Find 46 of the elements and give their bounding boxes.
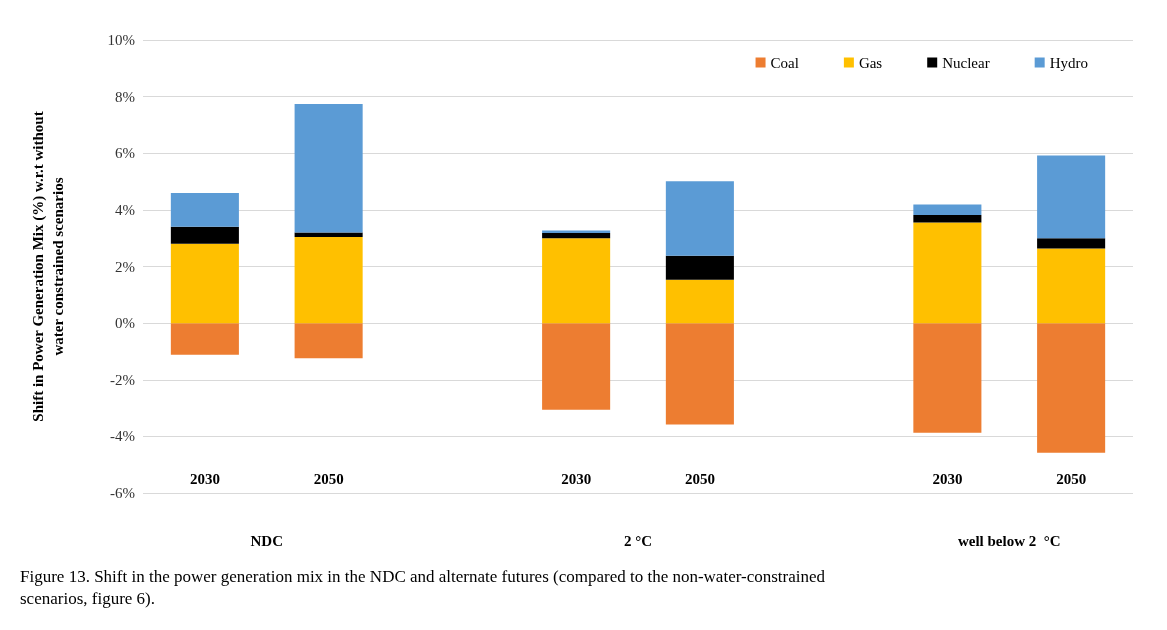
bar — [1037, 155, 1106, 239]
bar — [294, 323, 363, 359]
bar — [170, 323, 239, 355]
bar — [913, 204, 982, 215]
y-tick-label: -2% — [110, 371, 135, 388]
x-tick-label: 2050 — [684, 470, 715, 487]
x-tick-label: 2030 — [561, 470, 592, 487]
text: NDC — [250, 532, 283, 549]
x-tick-label: 2050 — [313, 470, 344, 487]
bar — [294, 103, 363, 233]
bar — [665, 181, 734, 256]
bar — [665, 255, 734, 280]
caption: Figure 13. Shift in the power generation mix in the NDC and alternate futures (compared to the non-water-constrained scenarios, figure 6). — [20, 566, 826, 608]
y-axis-title: Shift in Power Generation Mix (%) w.r.t without water constrained scenarios — [30, 111, 66, 422]
x-tick-label: 2030 — [189, 470, 220, 487]
bar — [542, 238, 611, 324]
y-tick-label: 10% — [107, 32, 135, 48]
bar — [1037, 248, 1106, 324]
bar — [170, 243, 239, 324]
bar — [913, 222, 982, 324]
bar — [913, 323, 982, 433]
bar — [170, 192, 239, 227]
text: well below 2 °C — [957, 532, 1061, 549]
bar — [1037, 238, 1106, 249]
bar — [665, 279, 734, 324]
y-tick-label: 6% — [115, 145, 135, 162]
legend-label: Hydro — [1049, 54, 1088, 71]
legend-label: Nuclear — [942, 54, 990, 71]
bar — [665, 323, 734, 425]
x-tick-label: 2030 — [932, 470, 963, 487]
text: 2 °C — [623, 532, 653, 549]
bar — [294, 237, 363, 324]
legend-label: Gas — [858, 54, 883, 71]
y-tick-label: -6% — [110, 485, 135, 501]
y-tick-label: -4% — [110, 428, 135, 445]
bar — [913, 214, 982, 223]
y-tick-label: 0% — [115, 315, 135, 332]
y-tick-label: 4% — [115, 201, 135, 218]
y-tick-label: 8% — [115, 88, 135, 105]
legend-label: Coal — [770, 54, 799, 71]
x-tick-label: 2050 — [1056, 470, 1087, 487]
bar — [542, 233, 611, 239]
bar — [1037, 323, 1106, 453]
y-tick-label: 2% — [115, 258, 135, 275]
bar — [170, 226, 239, 244]
bar — [542, 323, 611, 410]
